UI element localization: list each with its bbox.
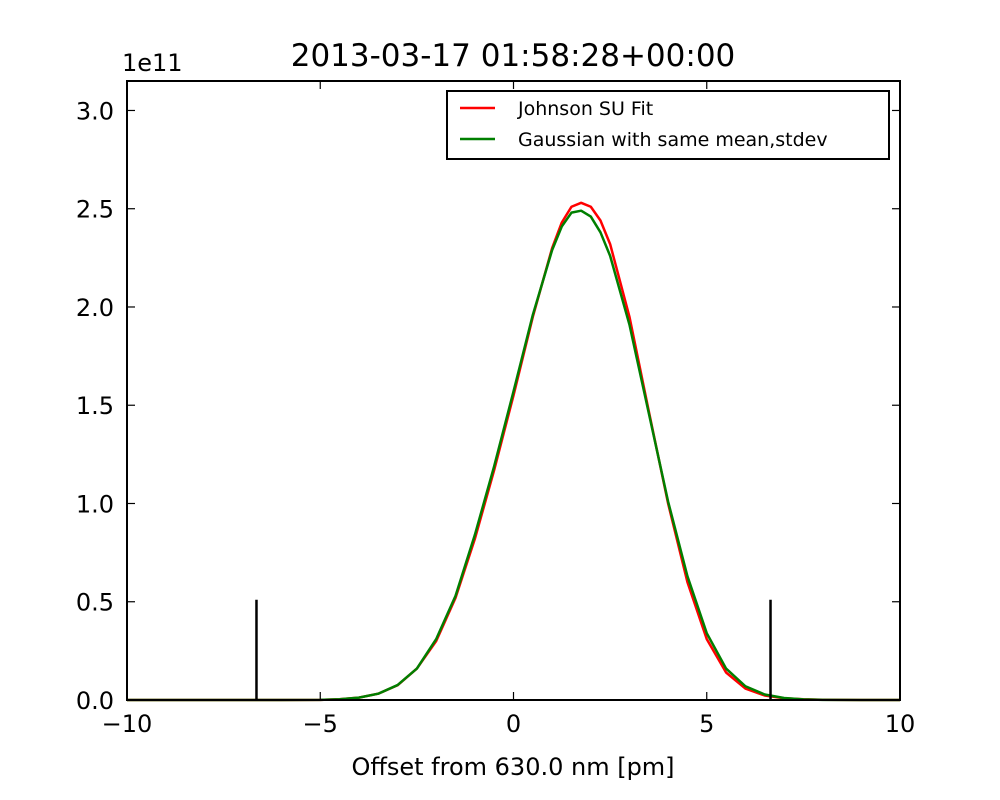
x-tick-label: 10 <box>885 710 916 738</box>
legend-box <box>446 90 890 160</box>
plot-frame <box>126 80 901 701</box>
legend-label-gaussian: Gaussian with same mean,stdev <box>518 129 828 151</box>
y-tick-label: 1.5 <box>76 392 114 420</box>
chart-title: 2013-03-17 01:58:28+00:00 <box>291 38 736 74</box>
legend-label-johnson-su: Johnson SU Fit <box>517 98 653 120</box>
x-axis-label: Offset from 630.0 nm [pm] <box>351 753 674 781</box>
x-tick-label: −5 <box>303 710 338 738</box>
y-tick-label: 2.5 <box>76 196 114 224</box>
y-tick-label: 0.0 <box>76 687 114 715</box>
y-tick-label: 3.0 <box>76 97 114 125</box>
y-tick-label: 0.5 <box>76 589 114 617</box>
x-tick-label: −10 <box>102 710 153 738</box>
series-line-gaussian <box>127 209 901 702</box>
x-tick-label: 0 <box>506 710 521 738</box>
axis-tick-labels: −10 −5 0 5 10 0.0 0.5 1.0 1.5 2.0 2.5 3.0 <box>76 97 915 738</box>
y-tick-label: 2.0 <box>76 294 114 322</box>
y-tick-label: 1.0 <box>76 490 114 518</box>
plot-content <box>127 201 901 702</box>
x-tick-label: 5 <box>699 710 714 738</box>
y-offset-label: 1e11 <box>122 49 183 77</box>
legend: Johnson SU Fit Gaussian with same mean,s… <box>446 90 890 160</box>
